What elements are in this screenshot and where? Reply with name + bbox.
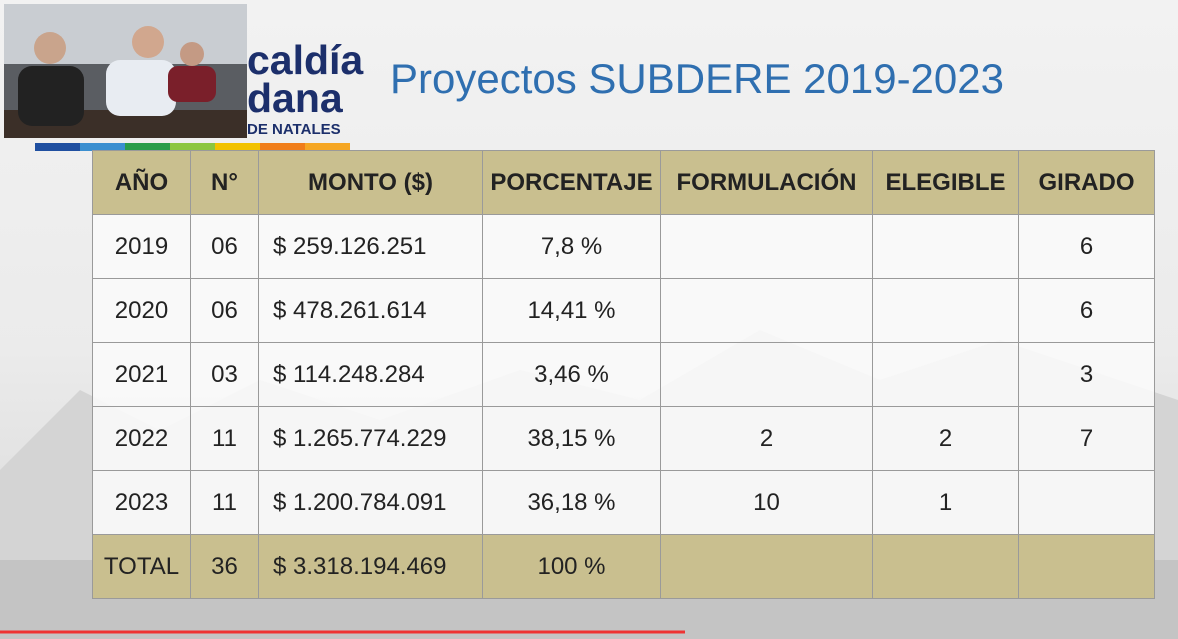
table-cell: 36,18 % <box>482 470 661 535</box>
cell-text: 10 <box>753 488 780 516</box>
logo-text: caldía <box>247 37 364 83</box>
table-cell <box>872 278 1019 343</box>
table-cell <box>1018 534 1155 599</box>
table-cell <box>872 214 1019 279</box>
cell-text: 2019 <box>114 232 169 260</box>
table-cell: 1 <box>872 470 1019 535</box>
cell-text: 2 <box>938 424 953 452</box>
table-cell: ELEGIBLE <box>872 150 1019 215</box>
column-header: FORMULACIÓN <box>676 168 857 196</box>
cell-text: 2 <box>759 424 774 452</box>
cell-text: TOTAL <box>103 552 180 580</box>
cell-text: 7 <box>1079 424 1094 452</box>
table-cell: $ 259.126.251 <box>258 214 483 279</box>
table-cell: TOTAL <box>92 534 191 599</box>
table-cell: 3 <box>1018 342 1155 407</box>
table-cell: 2 <box>660 406 873 471</box>
table-cell: 2020 <box>92 278 191 343</box>
cell-text: $ 1.200.784.091 <box>273 488 447 516</box>
cell-text: 38,15 % <box>527 424 616 452</box>
table-cell: $ 114.248.284 <box>258 342 483 407</box>
column-header: ELEGIBLE <box>885 168 1006 196</box>
cell-text: $ 3.318.194.469 <box>273 552 447 580</box>
cell-text: 100 % <box>537 552 606 580</box>
cell-text: 36 <box>211 552 238 580</box>
table-cell: 11 <box>190 406 259 471</box>
cell-text: $ 478.261.614 <box>273 296 427 324</box>
table-cell: MONTO ($) <box>258 150 483 215</box>
cell-text: $ 114.248.284 <box>273 360 425 388</box>
table-cell: 38,15 % <box>482 406 661 471</box>
column-header: AÑO <box>114 168 169 196</box>
cell-text: 1 <box>938 488 953 516</box>
table-cell: 100 % <box>482 534 661 599</box>
column-header: GIRADO <box>1038 168 1135 196</box>
column-header: MONTO ($) <box>308 168 433 196</box>
table-cell <box>872 534 1019 599</box>
cell-text: 3 <box>1079 360 1094 388</box>
table-cell <box>1018 470 1155 535</box>
table-cell <box>872 342 1019 407</box>
cell-text: 3,46 % <box>534 360 609 388</box>
table-cell: 2 <box>872 406 1019 471</box>
cell-text: $ 1.265.774.229 <box>273 424 447 452</box>
cell-text: 2023 <box>114 488 169 516</box>
table-cell: $ 1.265.774.229 <box>258 406 483 471</box>
table-cell: 7 <box>1018 406 1155 471</box>
logo-subtext: DE NATALES <box>247 121 341 138</box>
cell-text: 6 <box>1079 232 1094 260</box>
table-cell: $ 1.200.784.091 <box>258 470 483 535</box>
table-cell: 03 <box>190 342 259 407</box>
table-cell: AÑO <box>92 150 191 215</box>
table-cell: $ 3.318.194.469 <box>258 534 483 599</box>
table-cell: N° <box>190 150 259 215</box>
cell-text: 6 <box>1079 296 1094 324</box>
table-cell: 11 <box>190 470 259 535</box>
table-cell <box>660 534 873 599</box>
cell-text: 14,41 % <box>527 296 616 324</box>
cell-text: 36,18 % <box>527 488 616 516</box>
webcam-overlay <box>4 4 247 138</box>
cell-text: 7,8 % <box>540 232 603 260</box>
logo-color-bar <box>35 143 350 151</box>
table-cell: 2019 <box>92 214 191 279</box>
table-cell: GIRADO <box>1018 150 1155 215</box>
table-cell: 3,46 % <box>482 342 661 407</box>
table-cell: 06 <box>190 278 259 343</box>
cell-text: 06 <box>211 232 238 260</box>
slide-title: Proyectos SUBDERE 2019-2023 <box>390 55 1004 102</box>
table-cell: 10 <box>660 470 873 535</box>
table-cell: PORCENTAJE <box>482 150 661 215</box>
cell-text: 03 <box>211 360 238 388</box>
column-header: N° <box>211 168 238 196</box>
table-cell: 2022 <box>92 406 191 471</box>
column-header: PORCENTAJE <box>490 168 653 196</box>
table-cell: 36 <box>190 534 259 599</box>
table-cell: $ 478.261.614 <box>258 278 483 343</box>
cell-text: 2022 <box>114 424 169 452</box>
cell-text: 2020 <box>114 296 169 324</box>
logo-text: dana <box>247 75 343 121</box>
cell-text: 11 <box>212 488 237 516</box>
table-cell: 6 <box>1018 214 1155 279</box>
table-cell: 06 <box>190 214 259 279</box>
cell-text: 11 <box>212 424 237 452</box>
table-cell: 2023 <box>92 470 191 535</box>
cell-text: $ 259.126.251 <box>273 232 427 260</box>
table-cell: 14,41 % <box>482 278 661 343</box>
table-cell <box>660 278 873 343</box>
cell-text: 2021 <box>114 360 169 388</box>
table-cell: 7,8 % <box>482 214 661 279</box>
table-cell: 2021 <box>92 342 191 407</box>
table-cell: 6 <box>1018 278 1155 343</box>
table-cell <box>660 214 873 279</box>
table-cell: FORMULACIÓN <box>660 150 873 215</box>
table-cell <box>660 342 873 407</box>
cell-text: 06 <box>211 296 238 324</box>
